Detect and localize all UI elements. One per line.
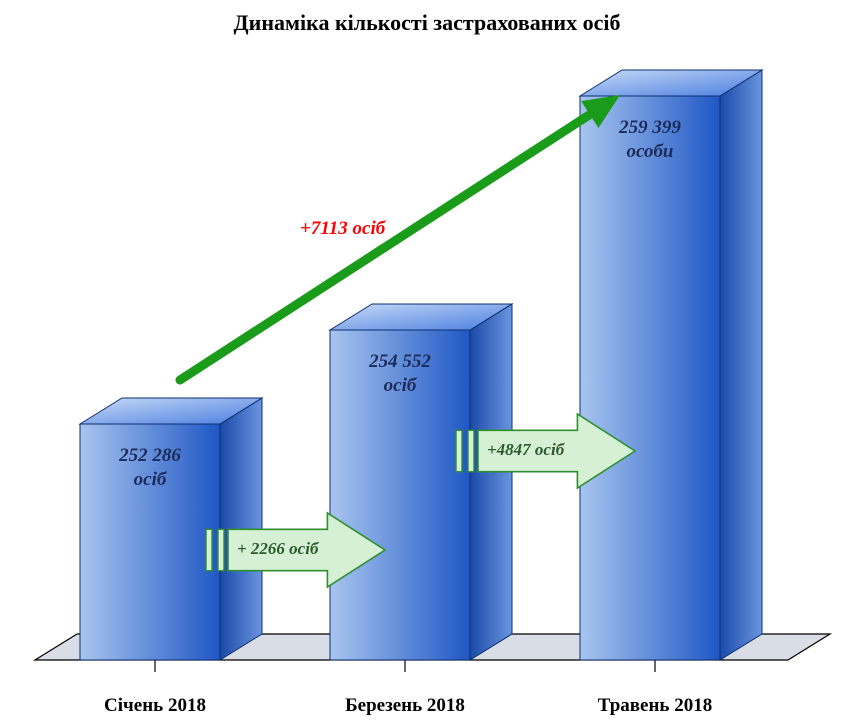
trend-total-label: +7113 осіб [300,218,385,240]
x-axis-label-1: Березень 2018 [315,695,495,717]
x-axis-label-2: Травень 2018 [565,695,745,717]
bar-label-0: 252 286 осіб [80,444,220,492]
delta-label-1: +4847 осіб [487,440,564,460]
bar-label-2: 259 399 особи [580,116,720,164]
bar-label-1: 254 552 осіб [330,350,470,398]
delta-label-0: + 2266 осіб [237,539,318,559]
x-axis-label-0: Січень 2018 [65,695,245,717]
chart-container: Динаміка кількості застрахованих осіб 25… [0,0,854,726]
